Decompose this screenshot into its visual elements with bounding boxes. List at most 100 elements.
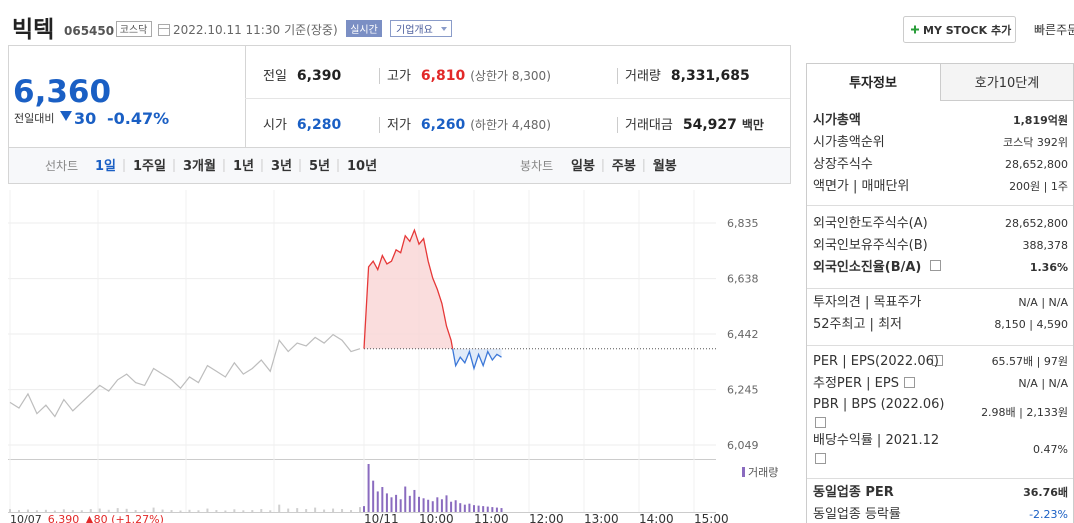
volume-bar	[367, 464, 370, 512]
info-label: PER | EPS(2022.06)	[813, 354, 939, 369]
x-tick-label: 11:00	[474, 512, 509, 523]
y-tick-label: 6,049	[727, 439, 759, 452]
volume-bar	[459, 503, 462, 512]
volume-bar	[418, 496, 420, 512]
help-icon[interactable]	[930, 260, 941, 271]
volume-bar	[80, 510, 83, 512]
volume-bar	[179, 510, 182, 512]
tab-label[interactable]: 투자정보	[849, 75, 897, 91]
info-value: 1.36%	[1030, 261, 1068, 274]
quick-order[interactable]: 빠른주문	[1034, 23, 1074, 37]
info-label: 상장주식수	[813, 157, 873, 172]
down-arrow	[60, 111, 72, 121]
change-pct: -0.47%	[107, 109, 169, 128]
current-price: 6,360	[13, 74, 111, 110]
help-icon[interactable]	[815, 417, 826, 428]
today-line-up	[363, 228, 454, 349]
volume-bar	[224, 510, 227, 512]
volume-bar	[251, 510, 254, 512]
volume-bar	[363, 506, 365, 512]
mystock-button[interactable]	[903, 16, 1016, 43]
dropdown-icon	[441, 27, 447, 31]
volume-bar	[278, 504, 281, 512]
help-icon[interactable]	[932, 355, 943, 366]
volume-bar	[390, 497, 393, 512]
help-icon[interactable]	[904, 377, 915, 388]
info-label: 52주최고 | 최저	[813, 317, 902, 332]
info-value: N/A | N/A	[1018, 377, 1068, 390]
volume-label: 거래량	[748, 466, 778, 479]
info-label: 동일업종 등락률	[813, 507, 901, 522]
info-label: 외국인보유주식수(B)	[813, 238, 928, 253]
change-label: 전일대비	[14, 111, 54, 125]
quote-value: 6,390	[297, 68, 342, 84]
volume-bar	[197, 510, 200, 512]
period-option[interactable]: 3개월	[183, 158, 216, 174]
realtime-badge[interactable]	[346, 20, 382, 37]
stock-code: 065450	[64, 24, 114, 38]
quote-value: 6,260	[421, 117, 466, 133]
period-option[interactable]: 1년	[233, 159, 254, 174]
volume-bar	[477, 505, 480, 512]
period-option[interactable]: 5년	[309, 159, 330, 174]
volume-bar	[463, 504, 466, 512]
volume-bar	[134, 510, 137, 512]
volume-bar	[215, 510, 218, 512]
volume-bar	[350, 510, 353, 512]
help-icon[interactable]	[815, 453, 826, 464]
info-label: 시가총액	[813, 112, 861, 128]
volume-bar	[125, 508, 128, 512]
volume-bar	[170, 510, 173, 512]
info-label: 투자의견 | 목표주가	[813, 295, 921, 310]
volume-bar	[473, 505, 475, 512]
info-label: 추정PER | EPS	[813, 376, 899, 391]
volume-bar	[152, 507, 155, 512]
period-option[interactable]: 10년	[347, 159, 377, 174]
realtime-label[interactable]: 실시간	[350, 24, 378, 36]
tab[interactable]	[940, 63, 1074, 101]
mystock-label[interactable]: MY STOCK 추가	[923, 23, 1011, 37]
datetime: 2022.10.11 11:30	[173, 23, 280, 37]
volume-bar	[296, 508, 299, 512]
y-tick-label: 6,245	[727, 384, 759, 397]
info-value: 388,378	[1023, 239, 1069, 252]
period-option[interactable]: 주봉	[612, 159, 636, 174]
tab-label[interactable]: 호가10단계	[975, 76, 1039, 91]
info-label: 외국인한도주식수(A)	[813, 216, 928, 231]
info-label: 외국인소진율(B/A)	[813, 259, 921, 275]
volume-bar	[495, 507, 498, 512]
y-tick-label: 6,638	[727, 273, 759, 286]
chart-type-label: 선차트	[45, 159, 78, 173]
x-tick-label: 12:00	[529, 512, 564, 523]
period-option[interactable]: 3년	[271, 159, 292, 174]
volume-bar	[486, 506, 489, 512]
volume-bar	[242, 510, 245, 512]
market-badge	[116, 21, 152, 37]
quote-sub: (상한가 8,300)	[470, 69, 551, 83]
company-label[interactable]: 기업개요	[396, 23, 433, 36]
quote-label: 시가	[263, 118, 287, 133]
footer-date: 10/07	[10, 513, 42, 523]
company-button[interactable]	[390, 20, 452, 37]
info-label: 액면가 | 매매단위	[813, 179, 909, 194]
period-option[interactable]: 월봉	[653, 158, 677, 174]
period-option[interactable]: 1일	[95, 159, 116, 174]
y-tick-label: 6,835	[727, 217, 759, 230]
info-value: 28,652,800	[1005, 217, 1068, 230]
volume-bar	[500, 508, 503, 512]
volume-bar	[89, 509, 92, 512]
info-label: PBR | BPS (2022.06)	[813, 397, 944, 412]
info-value: 28,652,800	[1005, 158, 1068, 171]
volume-bar	[62, 509, 65, 512]
x-tick-label: 15:00	[694, 512, 729, 523]
volume-bar	[376, 491, 379, 512]
info-value: 65.57배 | 97원	[992, 355, 1068, 368]
period-option[interactable]: 일봉	[571, 159, 595, 174]
volume-bar	[372, 480, 375, 512]
info-value: N/A | N/A	[1018, 296, 1068, 309]
volume-bar	[98, 508, 101, 512]
period-option[interactable]: 1주일	[133, 159, 166, 174]
volume-bar	[468, 503, 471, 512]
volume-bar	[431, 501, 434, 512]
